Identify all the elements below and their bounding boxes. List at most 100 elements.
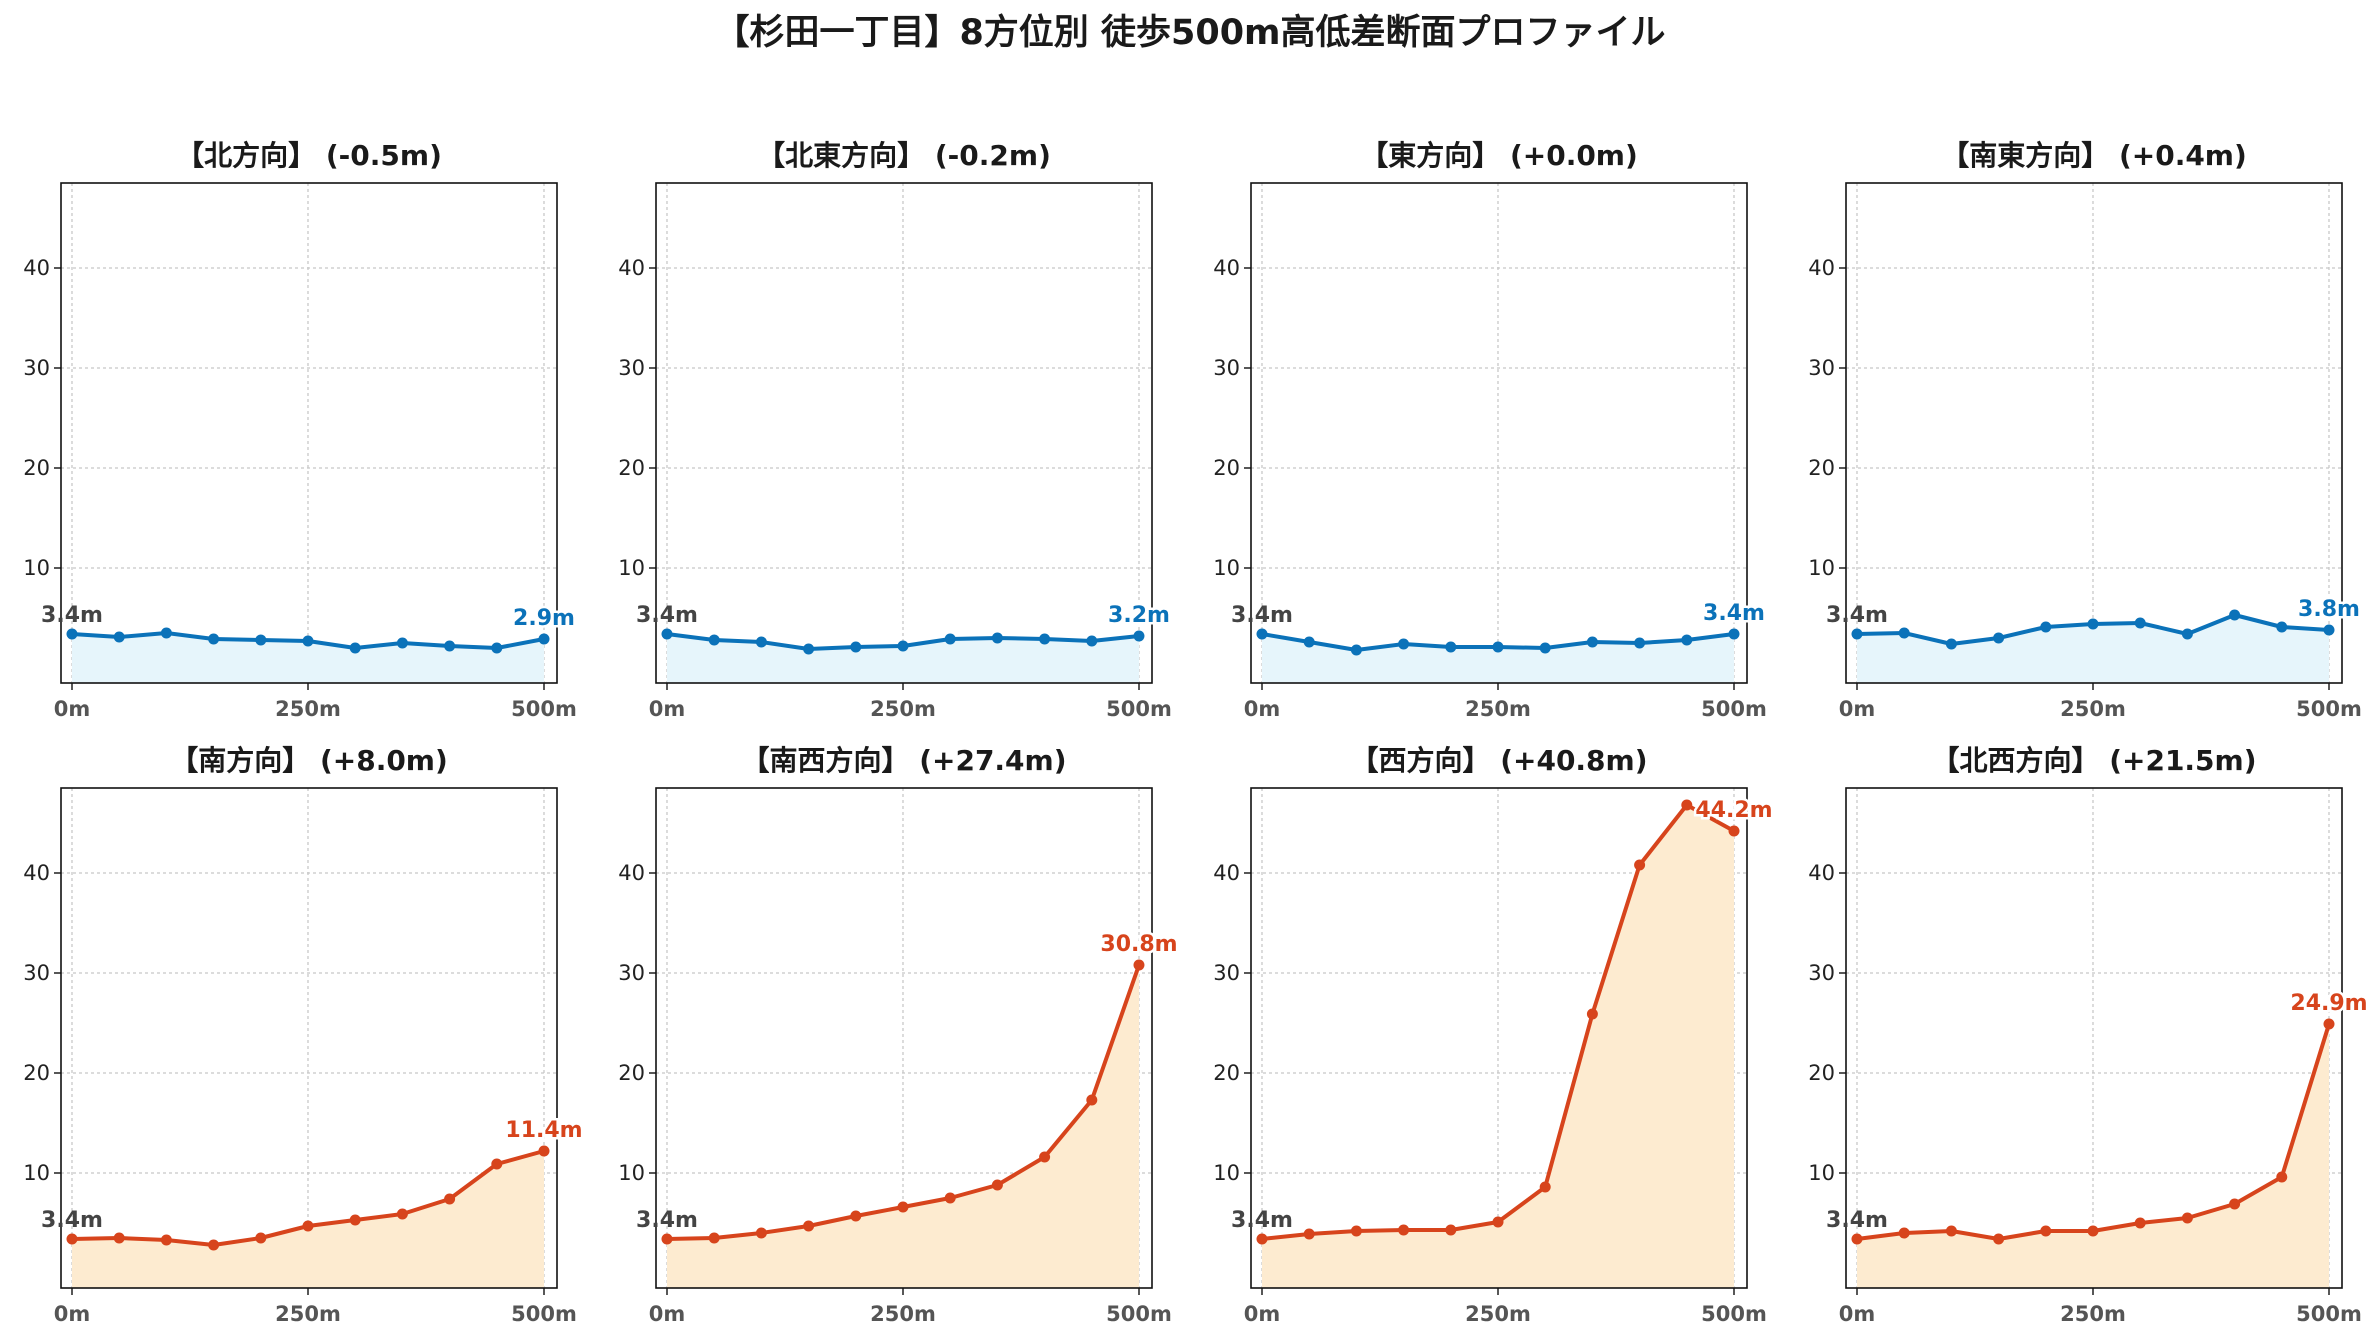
area-fill bbox=[1857, 1024, 2329, 1288]
data-point bbox=[349, 1214, 361, 1226]
data-point bbox=[2040, 621, 2052, 633]
start-elevation-label: 3.4m bbox=[1231, 1208, 1293, 1233]
y-tick-label: 20 bbox=[618, 456, 645, 480]
data-point bbox=[2276, 621, 2288, 633]
data-point bbox=[850, 1210, 862, 1222]
panel-2: 【北東方向】 (-0.2m) 10 20 30 40 0m 250m 500m 3.4m 3.2m bbox=[618, 139, 1172, 721]
x-tick-label: 250m bbox=[2060, 1302, 2126, 1326]
y-tick-label: 30 bbox=[1213, 961, 1240, 985]
y-tick-label: 30 bbox=[618, 356, 645, 380]
data-point bbox=[850, 641, 862, 653]
end-elevation-label: 30.8m bbox=[1100, 932, 1177, 957]
data-point bbox=[160, 1234, 172, 1246]
data-point bbox=[1492, 641, 1504, 653]
y-tick-label: 40 bbox=[618, 861, 645, 885]
data-point bbox=[1945, 638, 1957, 650]
area-fill bbox=[1262, 634, 1734, 683]
panel-title: 【西方向】 (+40.8m) bbox=[1350, 744, 1647, 777]
data-point bbox=[1634, 859, 1646, 871]
axes-frame bbox=[1250, 787, 1748, 1289]
grid bbox=[1846, 183, 2342, 683]
data-point bbox=[897, 1201, 909, 1213]
x-tick-label: 0m bbox=[54, 1302, 91, 1326]
data-point bbox=[66, 628, 78, 640]
x-tick-label: 0m bbox=[1839, 697, 1876, 721]
data-point bbox=[444, 640, 456, 652]
data-point bbox=[991, 1179, 1003, 1191]
x-tick-label: 250m bbox=[275, 1302, 341, 1326]
panel-7: 【西方向】 (+40.8m) 10 20 30 40 0m 250m 500m 3.4m 44.2… bbox=[1213, 744, 1775, 1326]
data-point bbox=[2134, 1217, 2146, 1229]
data-point bbox=[1086, 1094, 1098, 1106]
data-point bbox=[302, 635, 314, 647]
data-point bbox=[491, 1158, 503, 1170]
y-tick-label: 20 bbox=[1213, 1061, 1240, 1085]
area-fill bbox=[72, 1151, 544, 1288]
data-point bbox=[1539, 1181, 1551, 1193]
y-tick-label: 30 bbox=[23, 356, 50, 380]
axes-frame bbox=[60, 182, 558, 684]
y-tick-label: 30 bbox=[23, 961, 50, 985]
data-point bbox=[661, 1233, 673, 1245]
axes-frame bbox=[1250, 182, 1748, 684]
data-point bbox=[1993, 632, 2005, 644]
end-elevation-label: 11.4m bbox=[505, 1118, 582, 1143]
data-point bbox=[1634, 637, 1646, 649]
y-tick-label: 40 bbox=[1213, 256, 1240, 280]
x-tick-label: 250m bbox=[870, 697, 936, 721]
data-point bbox=[491, 642, 503, 654]
axes-frame bbox=[655, 182, 1153, 684]
x-tick-label: 0m bbox=[1839, 1302, 1876, 1326]
panel-title: 【北東方向】 (-0.2m) bbox=[757, 139, 1051, 172]
x-tick-label: 500m bbox=[1106, 1302, 1172, 1326]
data-point bbox=[1945, 1225, 1957, 1237]
data-point bbox=[1086, 635, 1098, 647]
data-point bbox=[208, 1239, 220, 1251]
x-tick-label: 500m bbox=[1701, 1302, 1767, 1326]
panel-4: 【南東方向】 (+0.4m) 10 20 30 40 0m 250m 500m 3.4m 3.8m bbox=[1808, 139, 2362, 721]
y-tick-label: 30 bbox=[1213, 356, 1240, 380]
x-tick-label: 0m bbox=[1244, 697, 1281, 721]
area-fill bbox=[1262, 805, 1734, 1288]
start-elevation-label: 3.4m bbox=[636, 603, 698, 628]
y-tick-label: 30 bbox=[618, 961, 645, 985]
data-point bbox=[1445, 641, 1457, 653]
panel-title: 【南西方向】 (+27.4m) bbox=[741, 744, 1066, 777]
data-point bbox=[1492, 1216, 1504, 1228]
data-point bbox=[1303, 636, 1315, 648]
data-point bbox=[1586, 636, 1598, 648]
data-point bbox=[1445, 1224, 1457, 1236]
data-point bbox=[2087, 1225, 2099, 1237]
data-point bbox=[803, 643, 815, 655]
data-point bbox=[538, 633, 550, 645]
data-point bbox=[1681, 799, 1693, 811]
x-tick-label: 0m bbox=[1244, 1302, 1281, 1326]
y-tick-label: 30 bbox=[1808, 356, 1835, 380]
panel-title: 【南東方向】 (+0.4m) bbox=[1941, 139, 2247, 172]
grid bbox=[656, 183, 1152, 683]
data-point bbox=[255, 634, 267, 646]
x-tick-label: 250m bbox=[870, 1302, 936, 1326]
data-point bbox=[944, 1192, 956, 1204]
y-tick-label: 20 bbox=[1808, 1061, 1835, 1085]
y-tick-label: 10 bbox=[23, 1161, 50, 1185]
data-point bbox=[208, 633, 220, 645]
y-tick-label: 40 bbox=[1808, 861, 1835, 885]
data-point bbox=[1256, 628, 1268, 640]
data-point bbox=[944, 633, 956, 645]
data-point bbox=[2229, 1198, 2241, 1210]
data-point bbox=[1681, 634, 1693, 646]
y-tick-label: 20 bbox=[23, 456, 50, 480]
data-point bbox=[2181, 628, 2193, 640]
x-tick-label: 500m bbox=[2296, 1302, 2362, 1326]
data-point bbox=[755, 636, 767, 648]
panel-6: 【南西方向】 (+27.4m) 10 20 30 40 0m 250m 500m 3.4m 30.… bbox=[618, 744, 1180, 1326]
data-point bbox=[538, 1145, 550, 1157]
data-point bbox=[1398, 1224, 1410, 1236]
end-elevation-label: 44.2m bbox=[1695, 798, 1772, 823]
y-tick-label: 10 bbox=[618, 1161, 645, 1185]
data-point bbox=[708, 1232, 720, 1244]
y-tick-label: 30 bbox=[1808, 961, 1835, 985]
